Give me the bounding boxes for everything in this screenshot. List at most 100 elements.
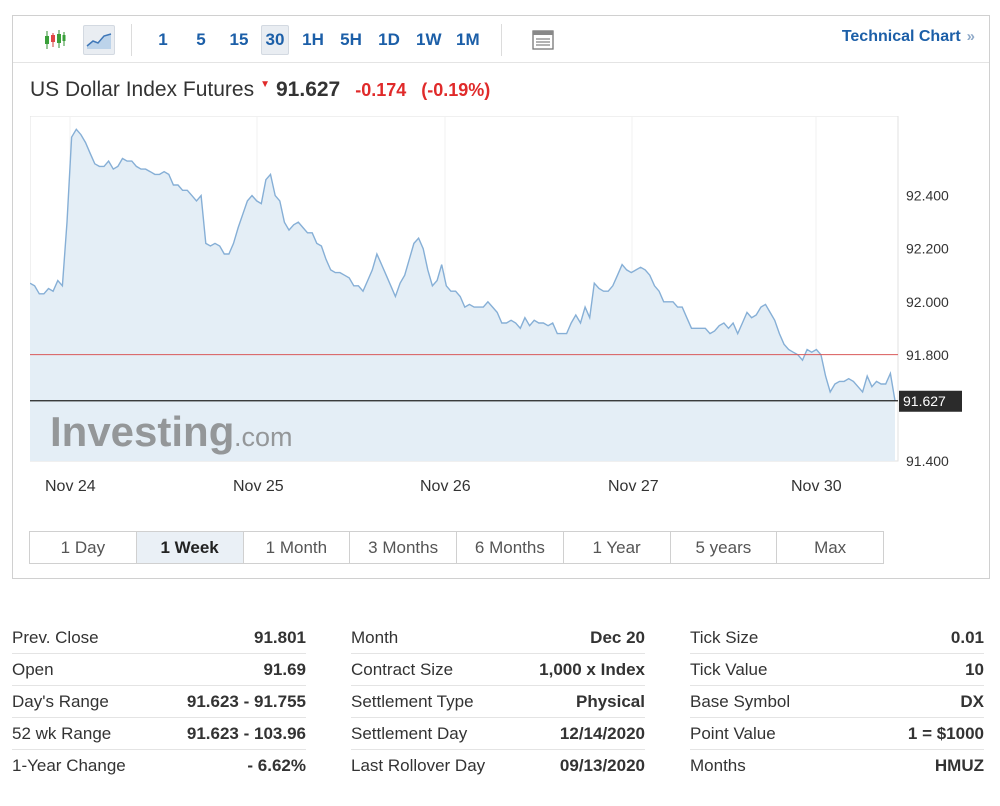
y-tick-label: 91.400 bbox=[906, 453, 949, 469]
stat-row: Open 91.69 bbox=[12, 654, 306, 686]
stat-value: 91.623 - 103.96 bbox=[186, 723, 306, 743]
last-price-badge bbox=[899, 390, 962, 412]
stat-label: 52 wk Range bbox=[12, 723, 112, 743]
stat-value: Dec 20 bbox=[590, 627, 645, 647]
interval-1w[interactable]: 1W bbox=[416, 30, 442, 49]
stat-label: Contract Size bbox=[351, 659, 454, 679]
y-tick-label: 92.400 bbox=[906, 188, 949, 204]
stat-row: Contract Size 1,000 x Index bbox=[351, 654, 645, 686]
stat-label: Tick Value bbox=[690, 659, 768, 679]
range-selector: 1 Day 1 Week 1 Month 3 Months 6 Months 1 Year… bbox=[29, 531, 884, 564]
layout-icon[interactable] bbox=[527, 25, 559, 55]
stat-value: 0.01 bbox=[950, 627, 984, 647]
stat-value: - 6.62% bbox=[247, 756, 306, 775]
interval-1m[interactable]: 1M bbox=[456, 30, 480, 49]
stat-value: 91.623 - 91.755 bbox=[186, 691, 306, 711]
x-tick-label: Nov 30 bbox=[791, 478, 842, 495]
stat-row: Settlement Day 12/14/2020 bbox=[351, 718, 645, 750]
stat-row: Day's Range 91.623 - 91.755 bbox=[12, 686, 306, 718]
chevron-right-icon: » bbox=[966, 28, 975, 45]
stats-column: Month Dec 20 Contract Size 1,000 x Index Set… bbox=[351, 622, 645, 782]
price-change-percent: (-0.19%) bbox=[421, 80, 491, 100]
interval-15[interactable]: 15 bbox=[229, 30, 249, 49]
stat-row: Tick Size 0.01 bbox=[690, 622, 984, 654]
stat-row: Settlement Type Physical bbox=[351, 686, 645, 718]
stat-value: Physical bbox=[576, 691, 645, 711]
range-1-week[interactable]: 1 Week bbox=[136, 532, 244, 563]
stat-value: 91.801 bbox=[254, 627, 306, 647]
stats-column: Prev. Close 91.801 Open 91.69 Day's Range 91.… bbox=[12, 622, 306, 782]
range-1-year[interactable]: 1 Year bbox=[564, 532, 671, 563]
chart-toolbar: 1 5 15 30 1H 5H 1D 1W 1M Technical Chart» bbox=[13, 16, 989, 63]
stat-value: 12/14/2020 bbox=[559, 723, 645, 743]
range-1-month[interactable]: 1 Month bbox=[244, 532, 351, 563]
area-chart-icon[interactable] bbox=[83, 25, 115, 55]
range-max[interactable]: Max bbox=[814, 537, 847, 557]
x-tick-label: Nov 25 bbox=[233, 478, 284, 495]
interval-1d[interactable]: 1D bbox=[378, 30, 400, 49]
stat-row: Months HMUZ bbox=[690, 750, 984, 782]
stat-value: 91.69 bbox=[263, 659, 306, 679]
stat-row: Base Symbol DX bbox=[690, 686, 984, 718]
interval-5h[interactable]: 5H bbox=[340, 30, 362, 49]
y-tick-label: 91.800 bbox=[906, 347, 949, 363]
stat-value: 1,000 x Index bbox=[539, 659, 645, 679]
stat-row: Tick Value 10 bbox=[690, 654, 984, 686]
y-tick-label: 92.000 bbox=[906, 294, 949, 310]
technical-chart-link[interactable]: Technical Chart » bbox=[842, 28, 975, 46]
range-5-years[interactable]: 5 years bbox=[671, 532, 778, 563]
stat-value: HMUZ bbox=[934, 756, 984, 775]
instrument-name: US Dollar Index Futures bbox=[30, 78, 255, 101]
stat-label: Point Value bbox=[690, 723, 776, 743]
stat-row: 1-Year Change - 6.62% bbox=[12, 750, 306, 782]
stat-label: Settlement Type bbox=[351, 691, 474, 711]
range-1-day[interactable]: 1 Day bbox=[30, 532, 137, 563]
price-chart[interactable]: Investing .com 92.400 92.200 92.000 91.800 91.… bbox=[30, 116, 980, 501]
stat-value: DX bbox=[960, 691, 984, 711]
last-price: 91.627 bbox=[276, 78, 341, 101]
stat-label: Settlement Day bbox=[351, 723, 468, 743]
interval-5[interactable]: 5 bbox=[196, 30, 206, 49]
stat-label: Months bbox=[690, 756, 746, 775]
toolbar-separator bbox=[501, 24, 502, 56]
stat-label: Tick Size bbox=[690, 627, 759, 647]
contract-stats: Prev. Close 91.801 Open 91.69 Day's Range 91.… bbox=[12, 622, 990, 784]
stat-label: Day's Range bbox=[12, 691, 109, 711]
stat-label: Open bbox=[12, 659, 54, 679]
stat-label: 1-Year Change bbox=[12, 756, 126, 775]
price-line bbox=[30, 128, 896, 401]
down-arrow-icon: ▼ bbox=[260, 79, 270, 90]
quote-header: US Dollar Index Futures ▼ 91.627 -0.174 … bbox=[30, 78, 505, 102]
y-tick-label: 92.200 bbox=[906, 241, 949, 257]
x-tick-label: Nov 26 bbox=[420, 478, 471, 495]
stat-row: Last Rollover Day 09/13/2020 bbox=[351, 750, 645, 782]
stat-value: 10 bbox=[965, 659, 984, 679]
stats-column: Tick Size 0.01 Tick Value 10 Base Symbol DX Po… bbox=[690, 622, 984, 782]
stat-row: Prev. Close 91.801 bbox=[12, 622, 306, 654]
interval-30[interactable]: 30 bbox=[261, 25, 289, 55]
price-change: -0.174 bbox=[355, 80, 407, 100]
stat-label: Base Symbol bbox=[690, 691, 791, 711]
interval-1[interactable]: 1 bbox=[158, 30, 168, 49]
candlestick-icon[interactable] bbox=[39, 25, 71, 55]
stat-row: 52 wk Range 91.623 - 103.96 bbox=[12, 718, 306, 750]
watermark-logo-suffix: .com bbox=[234, 422, 293, 452]
technical-chart-label: Technical Chart bbox=[841, 28, 961, 45]
range-3-months[interactable]: 3 Months bbox=[350, 532, 457, 563]
stat-value: 1 = $1000 bbox=[907, 723, 984, 743]
toolbar-separator bbox=[131, 24, 132, 56]
chart-widget: 1 5 15 30 1H 5H 1D 1W 1M Technical Chart» US Dol… bbox=[12, 15, 990, 579]
watermark-logo: Investing bbox=[50, 408, 234, 455]
stat-row: Point Value 1 = $1000 bbox=[690, 718, 984, 750]
stat-label: Prev. Close bbox=[12, 627, 99, 647]
last-price-badge-label: 91.627 bbox=[903, 393, 946, 409]
x-tick-label: Nov 27 bbox=[608, 478, 659, 495]
stat-row: Month Dec 20 bbox=[351, 622, 645, 654]
stat-value: 09/13/2020 bbox=[559, 756, 645, 775]
stat-label: Month bbox=[351, 627, 399, 647]
interval-1h[interactable]: 1H bbox=[302, 30, 324, 49]
x-tick-label: Nov 24 bbox=[45, 478, 96, 495]
range-6-months[interactable]: 6 Months bbox=[457, 532, 564, 563]
stat-label: Last Rollover Day bbox=[351, 756, 486, 775]
price-area bbox=[30, 129, 895, 462]
